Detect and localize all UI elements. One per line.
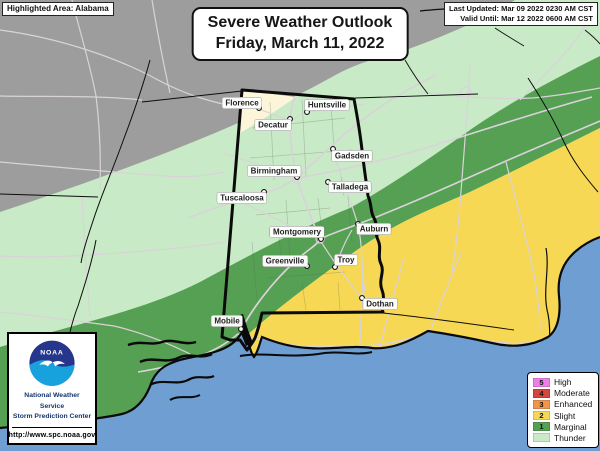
page-subtitle: Friday, March 11, 2022 (215, 34, 385, 52)
highlighted-area-label: Highlighted Area: Alabama (2, 2, 114, 17)
legend-swatch-high: 5 (533, 377, 550, 387)
legend-swatch-slight: 2 (533, 411, 550, 421)
legend-row-slight: 2 Slight (533, 411, 593, 421)
title-box: Severe Weather Outlook Friday, March 11,… (191, 7, 409, 61)
marsh-detail (127, 314, 373, 401)
update-validity-box: Last Updated: Mar 09 2022 0230 AM CST Va… (444, 2, 598, 26)
city-label-talladega: Talladega (328, 181, 372, 193)
legend-swatch-thunder (533, 433, 550, 443)
city-label-decatur: Decatur (255, 119, 291, 131)
legend-row-enhanced: 3 Enhanced (533, 399, 593, 409)
legend-row-moderate: 4 Moderate (533, 388, 593, 398)
legend-row-thunder: Thunder (533, 433, 593, 443)
legend-label-slight: Slight (554, 410, 576, 421)
legend-label-high: High (554, 377, 572, 387)
legend-label-enhanced: Enhanced (554, 399, 593, 410)
city-label-auburn: Auburn (356, 223, 392, 235)
coastline (0, 235, 600, 430)
city-dot-mobile (238, 326, 244, 332)
alabama-border (220, 88, 385, 352)
legend-row-marginal: 1 Marginal (533, 422, 593, 432)
legend-label-marginal: Marginal (554, 421, 587, 432)
spc-url-text: http://www.spc.noaa.gov (8, 432, 96, 439)
marginal-risk-area (0, 56, 600, 451)
city-label-tuscaloosa: Tuscaloosa (217, 192, 267, 204)
city-label-troy: Troy (334, 254, 358, 266)
city-dot-dothan (359, 295, 365, 301)
city-label-mobile: Mobile (211, 315, 243, 327)
risk-legend: 5 High 4 Moderate 3 Enhanced 2 Slight 1 … (527, 372, 599, 448)
city-label-huntsville: Huntsville (304, 99, 350, 111)
last-updated-text: Last Updated: Mar 09 2022 0230 AM CST (449, 4, 593, 13)
legend-swatch-marginal: 1 (533, 422, 550, 432)
org-line-spc: Storm Prediction Center (12, 413, 92, 421)
valid-until-text: Valid Until: Mar 12 2022 0600 AM CST (460, 13, 593, 23)
org-line-nws: National Weather Service (24, 392, 80, 410)
noaa-logo-text: NOAA (40, 349, 63, 356)
city-label-dothan: Dothan (363, 298, 397, 310)
city-label-montgomery: Montgomery (270, 226, 324, 238)
noaa-branding-box: NOAA National Weather Service Storm Pred… (7, 332, 97, 445)
city-label-gadsden: Gadsden (331, 150, 373, 162)
city-label-florence: Florence (222, 97, 262, 109)
gulf-water (0, 237, 600, 451)
legend-label-thunder: Thunder (554, 432, 586, 443)
city-label-greenville: Greenville (262, 255, 308, 267)
legend-row-high: 5 High (533, 377, 593, 387)
noaa-logo-icon: NOAA (29, 340, 75, 386)
city-label-birmingham: Birmingham (247, 165, 301, 177)
legend-swatch-enhanced: 3 (533, 399, 550, 409)
divider (12, 427, 92, 428)
legend-label-moderate: Moderate (554, 388, 590, 399)
page-title: Severe Weather Outlook (207, 14, 393, 31)
legend-swatch-moderate: 4 (533, 388, 550, 398)
